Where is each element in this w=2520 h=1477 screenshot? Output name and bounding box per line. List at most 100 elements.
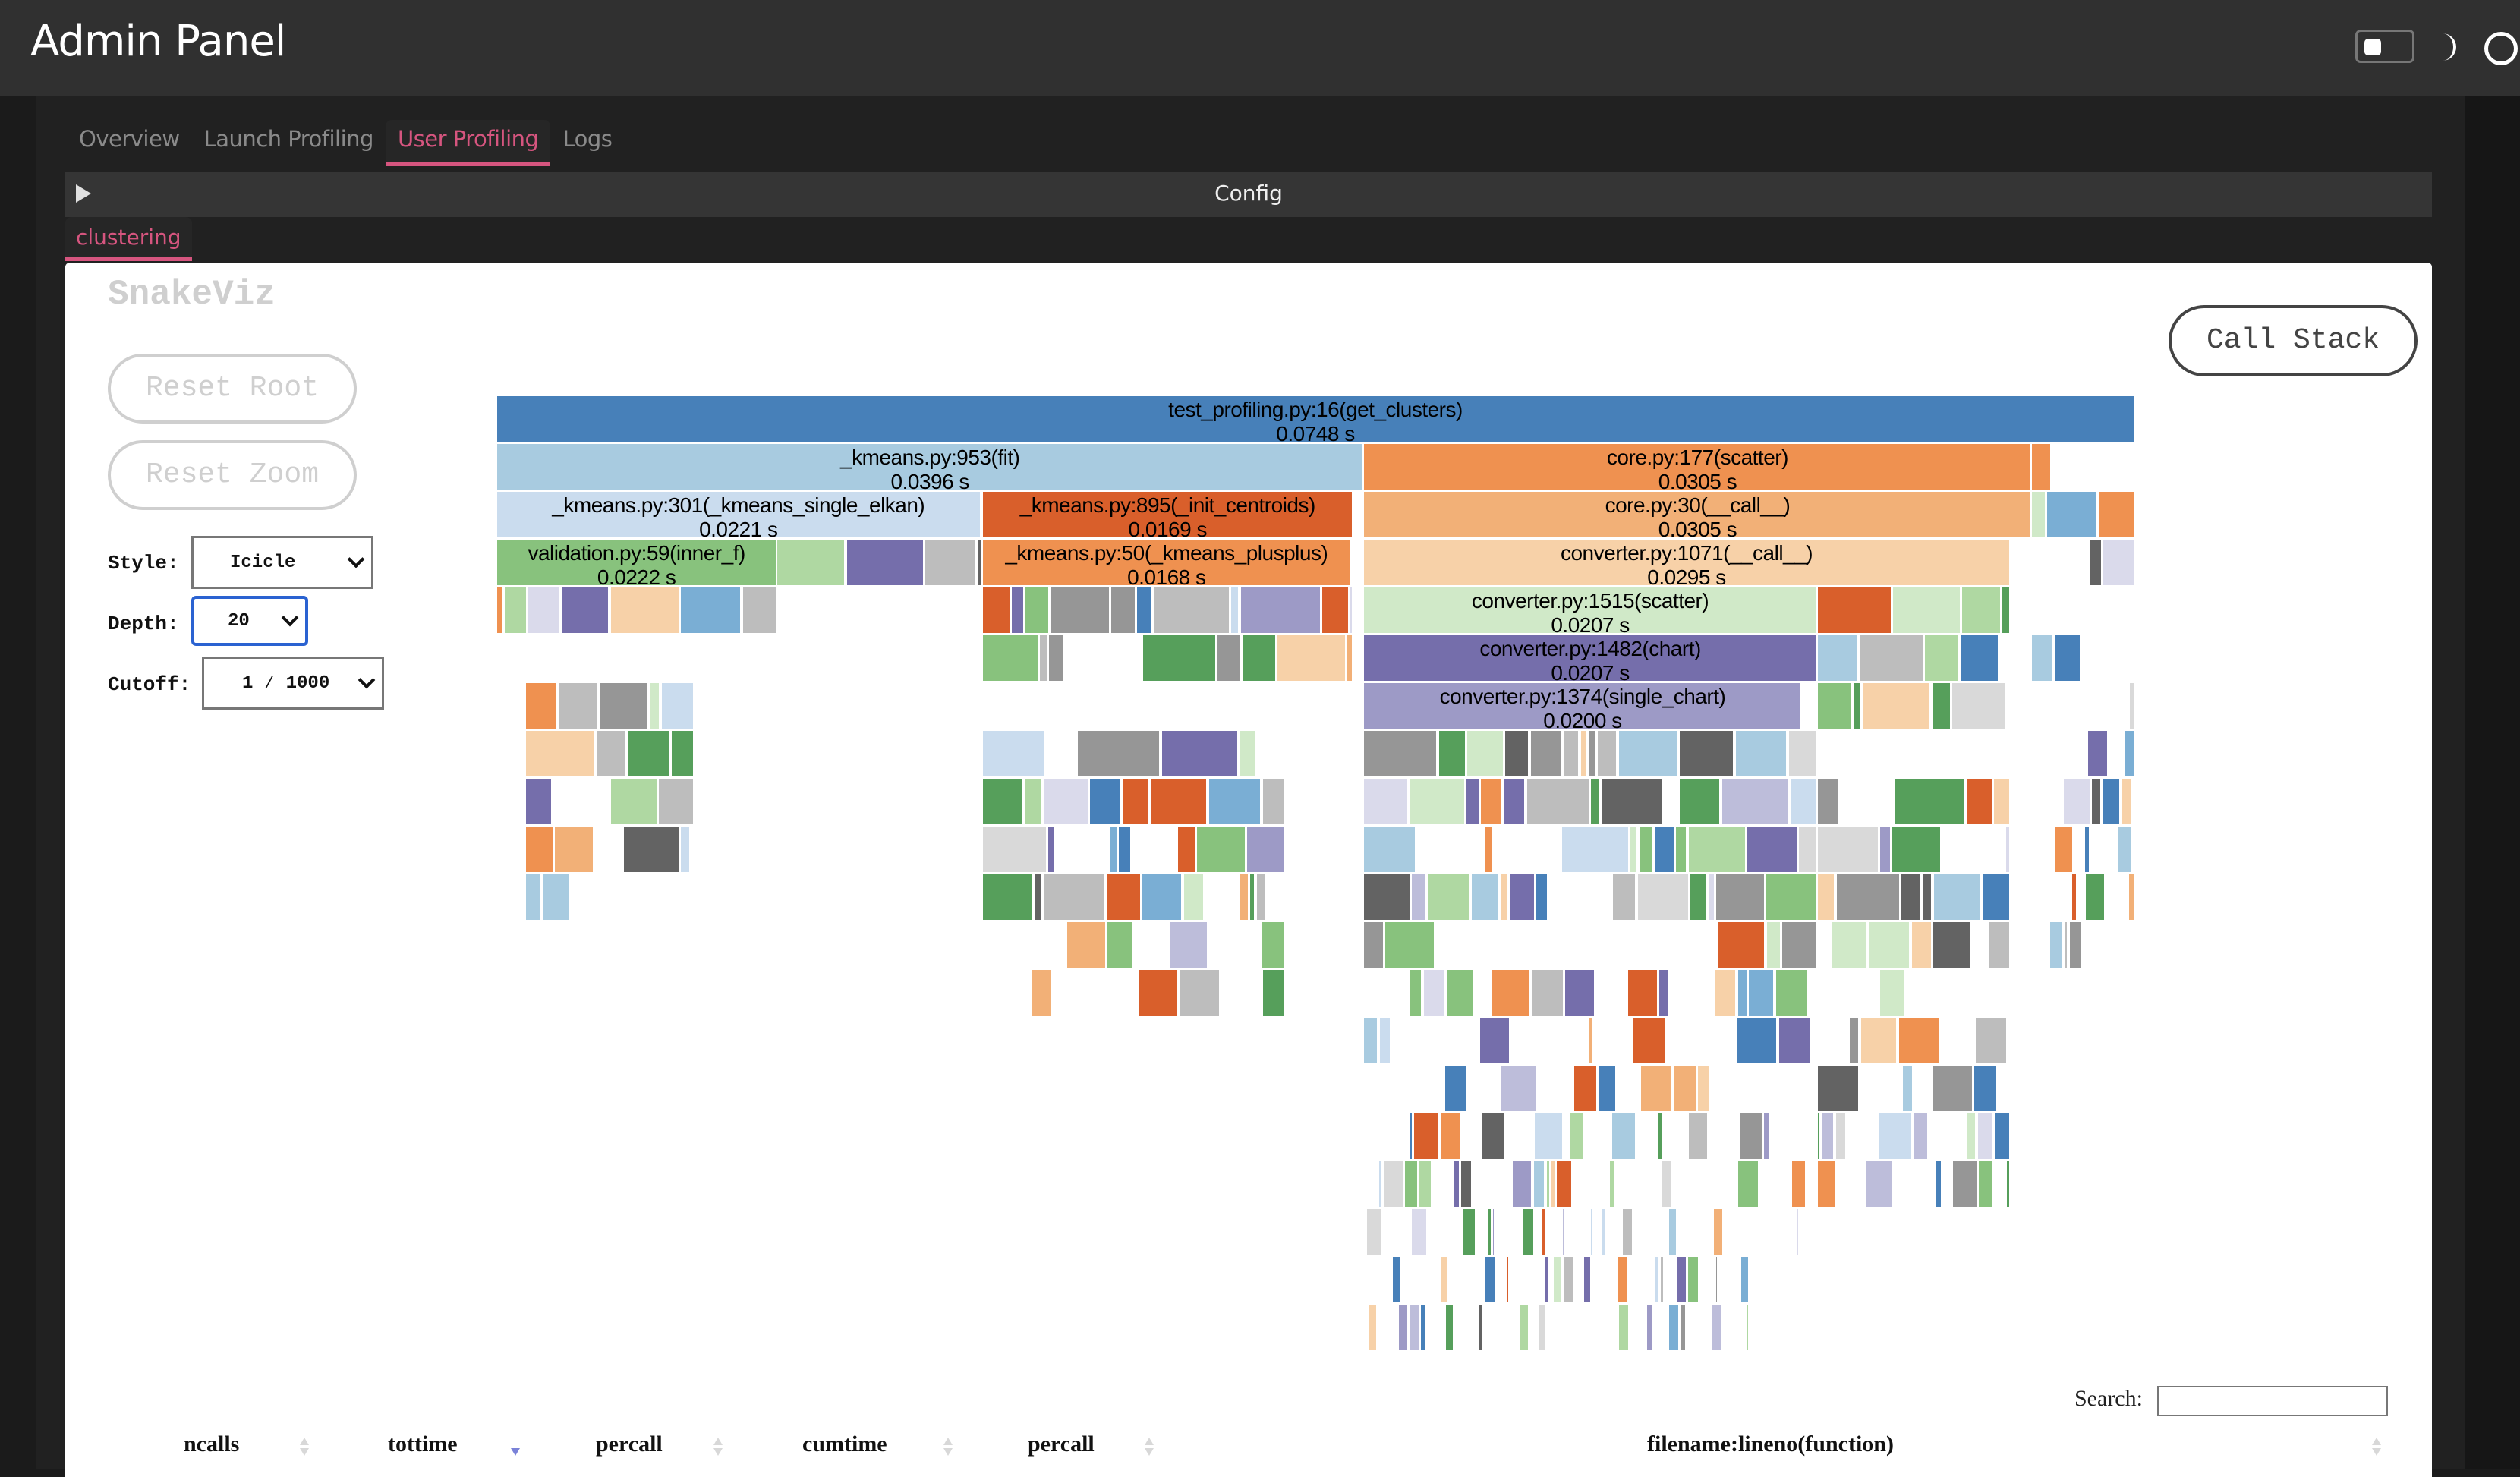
flame-block[interactable] xyxy=(1277,635,1347,683)
flame-block[interactable] xyxy=(1925,635,1960,683)
flame-block[interactable] xyxy=(1441,1113,1462,1161)
flame-block[interactable] xyxy=(1714,1209,1724,1257)
flame-block[interactable] xyxy=(525,874,542,922)
flame-block[interactable] xyxy=(599,683,649,731)
flame-block[interactable] xyxy=(1012,587,1025,635)
flame-block[interactable] xyxy=(777,540,846,587)
flame-block[interactable] xyxy=(1976,1018,2008,1066)
flame-block[interactable] xyxy=(1822,1113,1835,1161)
flame-block[interactable] xyxy=(1504,779,1526,827)
flame-block[interactable] xyxy=(1933,1066,1973,1113)
flame-block[interactable] xyxy=(1790,779,1818,827)
flame-node[interactable]: converter.py:1515(scatter) 0.0207 s xyxy=(1364,587,1818,637)
flame-block[interactable] xyxy=(1747,1305,1750,1353)
flame-block[interactable] xyxy=(1598,731,1618,779)
flame-block[interactable] xyxy=(1025,587,1051,635)
flame-block[interactable] xyxy=(1564,1257,1576,1305)
flame-block[interactable] xyxy=(1952,683,2008,731)
flame-block[interactable] xyxy=(1367,1209,1383,1257)
flame-block[interactable] xyxy=(1979,1161,1995,1209)
flame-block[interactable] xyxy=(1409,1113,1413,1161)
flame-block[interactable] xyxy=(1916,1161,1919,1209)
flame-block[interactable] xyxy=(1493,1209,1496,1257)
flame-block[interactable] xyxy=(2103,540,2135,587)
flame-block[interactable] xyxy=(1647,1305,1654,1353)
flame-block[interactable] xyxy=(1378,1161,1384,1209)
style-select[interactable]: Icicle xyxy=(191,536,373,589)
flame-block[interactable] xyxy=(1853,683,1863,731)
flame-block[interactable] xyxy=(1960,635,2000,683)
flame-block[interactable] xyxy=(1740,1113,1763,1161)
flame-block[interactable] xyxy=(983,587,1011,635)
flame-block[interactable] xyxy=(1485,1257,1496,1305)
flame-block[interactable] xyxy=(1551,1161,1556,1209)
flame-block[interactable] xyxy=(1932,683,1951,731)
flame-block[interactable] xyxy=(1368,1305,1378,1353)
flame-block[interactable] xyxy=(1440,1209,1443,1257)
flame-block[interactable] xyxy=(1583,1257,1592,1305)
flame-block[interactable] xyxy=(2006,827,2011,874)
flame-block[interactable] xyxy=(1817,1066,1860,1113)
flame-block[interactable] xyxy=(1488,1209,1492,1257)
flame-block[interactable] xyxy=(1878,1113,1913,1161)
flame-block[interactable] xyxy=(671,731,695,779)
flame-block[interactable] xyxy=(846,540,925,587)
flame-block[interactable] xyxy=(1588,731,1597,779)
flame-block[interactable] xyxy=(742,587,778,635)
flame-block[interactable] xyxy=(1044,874,1106,922)
flame-block[interactable] xyxy=(1778,1018,1812,1066)
flame-block[interactable] xyxy=(1384,1161,1404,1209)
flame-block[interactable] xyxy=(1676,827,1688,874)
flame-block[interactable] xyxy=(1716,874,1766,922)
flame-block[interactable] xyxy=(1533,1161,1546,1209)
flame-block[interactable] xyxy=(983,731,1046,779)
flame-block[interactable] xyxy=(1466,779,1480,827)
flame-block[interactable] xyxy=(1032,970,1053,1018)
flame-block[interactable] xyxy=(1471,874,1500,922)
flame-block[interactable] xyxy=(1412,1209,1428,1257)
flame-block[interactable] xyxy=(1364,1018,1379,1066)
flame-block[interactable] xyxy=(542,874,572,922)
flame-block[interactable] xyxy=(1738,1161,1759,1209)
flame-block[interactable] xyxy=(1989,922,2011,970)
flame-block[interactable] xyxy=(1766,874,1818,922)
flame-block[interactable] xyxy=(1639,827,1654,874)
flame-block[interactable] xyxy=(1880,827,1892,874)
flame-block[interactable] xyxy=(2065,922,2069,970)
flame-block[interactable] xyxy=(1749,970,1775,1018)
flame-block[interactable] xyxy=(1817,683,1853,731)
flame-block[interactable] xyxy=(1983,874,2011,922)
flame-block[interactable] xyxy=(525,779,553,827)
flame-block[interactable] xyxy=(1591,779,1602,827)
flame-block[interactable] xyxy=(1024,779,1043,827)
flame-block[interactable] xyxy=(983,635,1039,683)
flame-block[interactable] xyxy=(1364,922,1384,970)
flame-block[interactable] xyxy=(1658,1113,1664,1161)
flame-block[interactable] xyxy=(1111,587,1136,635)
flame-block[interactable] xyxy=(1817,827,1879,874)
flame-block[interactable] xyxy=(1974,1066,1998,1113)
flame-block[interactable] xyxy=(2128,874,2135,922)
flame-block[interactable] xyxy=(1392,1257,1402,1305)
reset-zoom-button[interactable]: Reset Zoom xyxy=(108,440,357,510)
flame-block[interactable] xyxy=(1863,683,1932,731)
flame-block[interactable] xyxy=(1414,1113,1441,1161)
flame-block[interactable] xyxy=(1536,874,1549,922)
tab-user-profiling[interactable]: User Profiling xyxy=(385,120,551,166)
sort-icon[interactable] xyxy=(2372,1438,2381,1457)
flame-block[interactable] xyxy=(1718,922,1766,970)
flame-block[interactable] xyxy=(1446,1305,1454,1353)
flame-block[interactable] xyxy=(1902,1066,1914,1113)
flame-block[interactable] xyxy=(1617,1257,1629,1305)
flame-block[interactable] xyxy=(1557,1161,1573,1209)
flame-block[interactable] xyxy=(1655,827,1675,874)
flame-block[interactable] xyxy=(977,540,984,587)
flame-node[interactable]: test_profiling.py:16(get_clusters) 0.0748… xyxy=(497,396,2135,446)
flame-block[interactable] xyxy=(2002,587,2011,635)
flame-block[interactable] xyxy=(983,827,1047,874)
reset-root-button[interactable]: Reset Root xyxy=(108,354,357,424)
flame-block[interactable] xyxy=(2069,922,2083,970)
flame-block[interactable] xyxy=(1142,874,1183,922)
flame-block[interactable] xyxy=(1240,874,1249,922)
flame-block[interactable] xyxy=(1107,922,1133,970)
